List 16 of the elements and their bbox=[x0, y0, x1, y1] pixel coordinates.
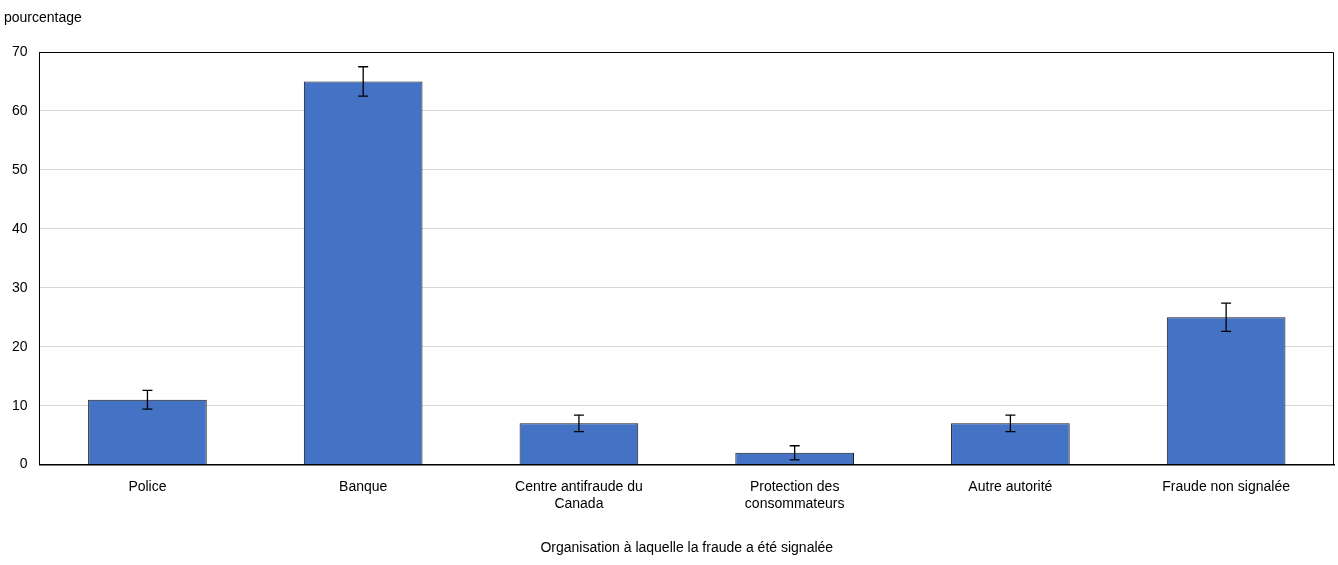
x-tick-label: Autre autorité bbox=[968, 477, 1053, 494]
y-tick-label: 30 bbox=[11, 278, 28, 295]
y-tick-label: 50 bbox=[11, 160, 28, 177]
x-tick-label: Police bbox=[128, 477, 167, 494]
x-tick-label: Fraude non signalée bbox=[1162, 477, 1291, 494]
x-tick-label: Protection des consommateurs bbox=[744, 477, 845, 511]
y-axis-title: pourcentage bbox=[4, 9, 83, 25]
y-tick-label: 70 bbox=[11, 42, 28, 59]
x-tick-label: Centre antifraude du Canada bbox=[515, 477, 643, 511]
y-tick-label: 60 bbox=[11, 101, 28, 118]
y-tick-label: 0 bbox=[19, 455, 28, 472]
x-axis-title: Organisation à laquelle la fraude a été signalée bbox=[540, 539, 834, 556]
y-tick-label: 20 bbox=[11, 337, 28, 354]
y-tick-label: 40 bbox=[11, 219, 28, 236]
x-tick-label: Banque bbox=[339, 477, 388, 494]
y-tick-label: 10 bbox=[11, 396, 28, 413]
